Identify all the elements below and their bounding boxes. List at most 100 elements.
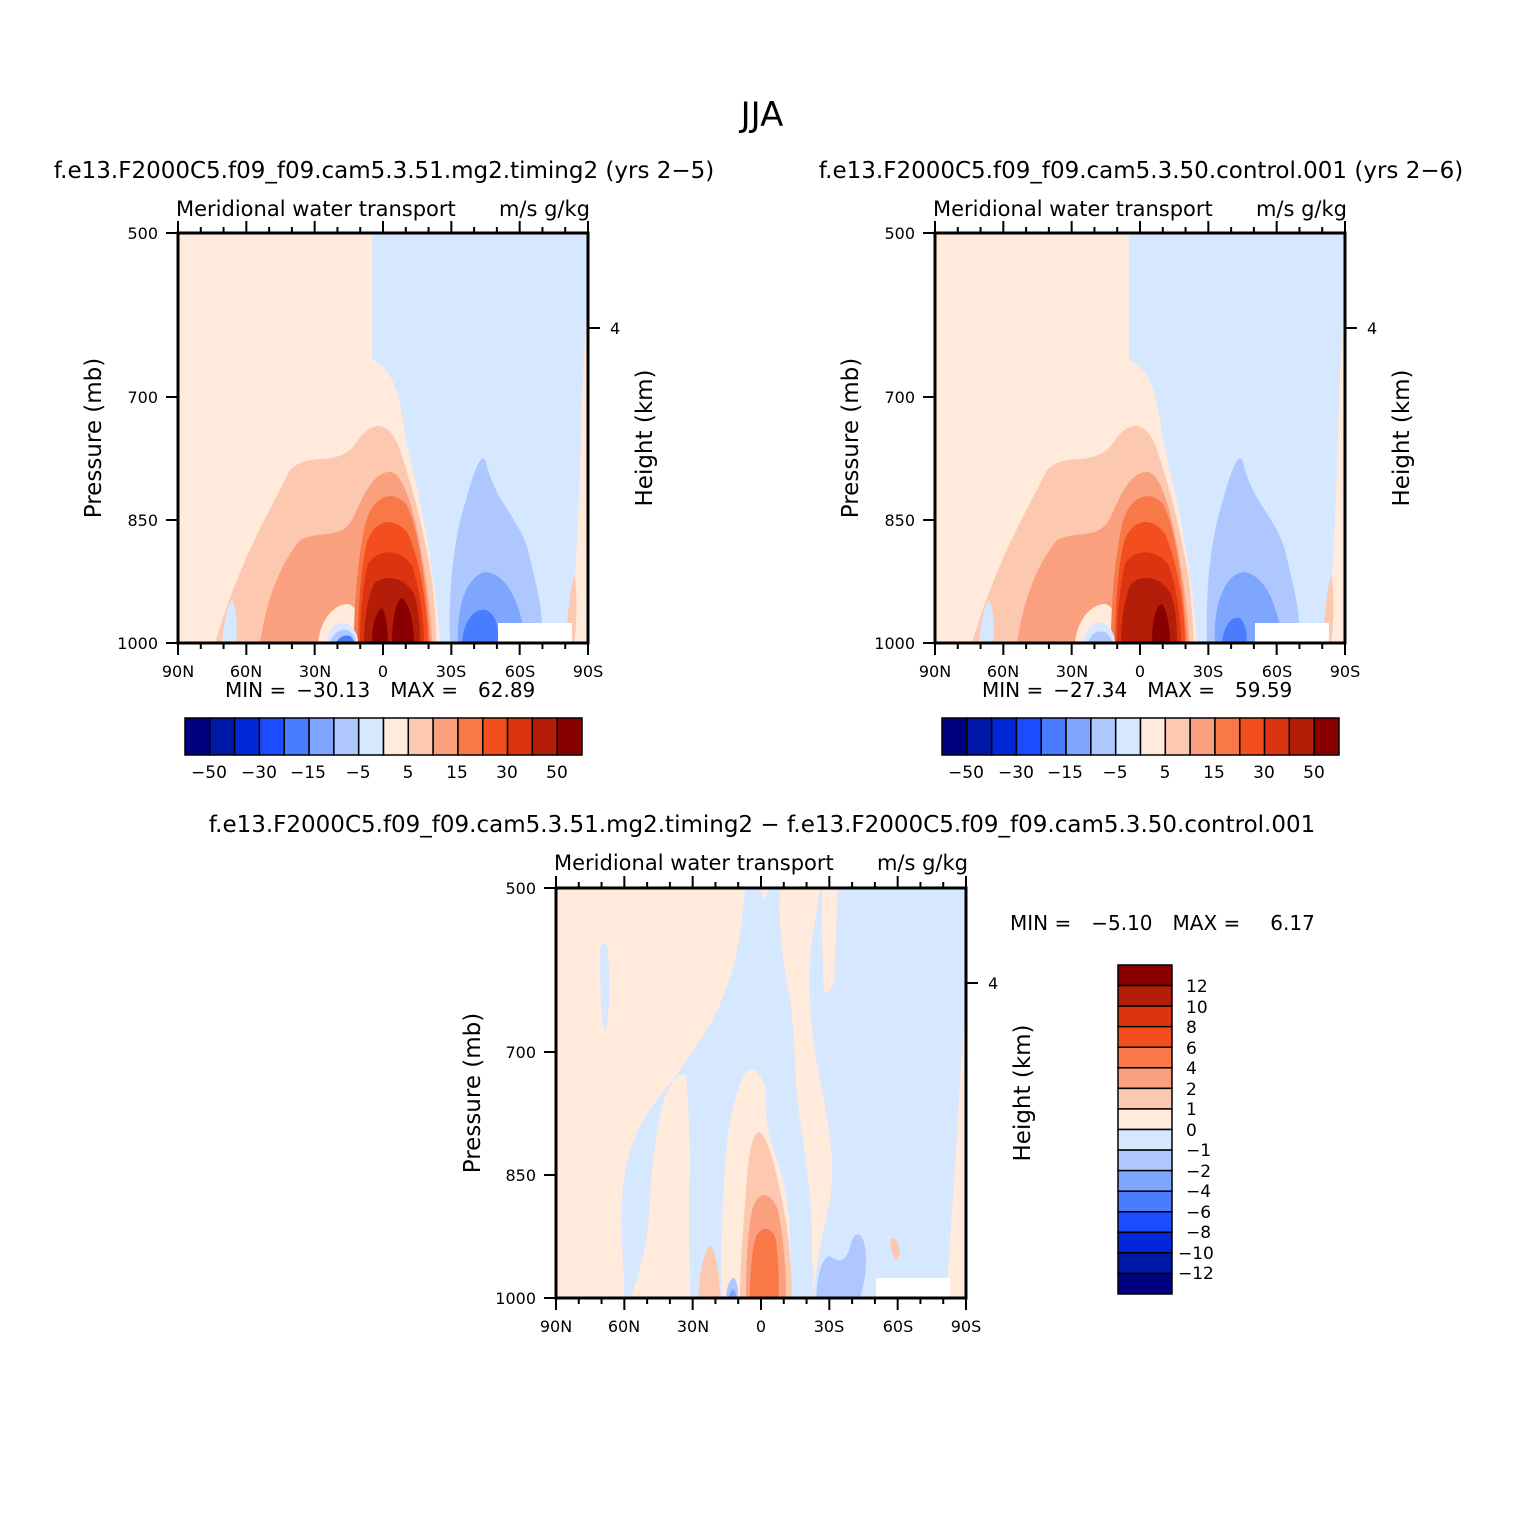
contour-level	[1152, 604, 1170, 643]
colorbar-box	[432, 717, 459, 756]
min-max-readout: MIN = −27.34 MAX = 59.59	[982, 678, 1292, 702]
y-tick-label: 700	[505, 1043, 536, 1062]
contour-level	[816, 1234, 866, 1298]
colorbar-box	[184, 717, 211, 756]
min-label: MIN =	[225, 678, 286, 702]
y-axis: 500 700 850 1000 Pressure (mb)	[838, 224, 915, 653]
contour-level	[1222, 617, 1247, 643]
y-axis-label: Pressure (mb)	[81, 358, 107, 518]
colorbar-label: −2	[1186, 1162, 1211, 1182]
colorbar-label: 1	[1186, 1100, 1197, 1120]
x-tick-label: 0	[756, 1317, 766, 1336]
contour-level	[822, 888, 838, 993]
tick-marks	[544, 876, 967, 1310]
x-tick-label: 60S	[883, 1317, 914, 1336]
missing-data-region	[1255, 623, 1329, 643]
colorbar-box	[457, 717, 484, 756]
colorbar-box	[1117, 984, 1173, 1007]
colorbar-box	[283, 717, 310, 756]
min-max-readout: MIN = −30.13 MAX = 62.89	[225, 678, 535, 702]
colorbar-label: 50	[1303, 763, 1325, 783]
colorbar-label: 6	[1186, 1039, 1197, 1059]
colorbar-label: −30	[241, 763, 277, 783]
colorbar	[184, 717, 583, 756]
colorbar-box	[1117, 964, 1173, 987]
x-tick-label: 30S	[1193, 662, 1224, 681]
colorbar-box	[1263, 717, 1291, 756]
colorbar-label: −12	[1178, 1264, 1214, 1284]
colorbar-box	[333, 717, 360, 756]
units-label: m/s g/kg	[1256, 197, 1347, 221]
y-tick-label: 850	[127, 511, 158, 530]
colorbar-label: 2	[1186, 1080, 1197, 1100]
x-tick-label: 60N	[230, 662, 262, 681]
colorbar	[1117, 964, 1173, 1295]
max-value: 62.89	[478, 678, 535, 702]
y-tick-label: 500	[505, 879, 536, 898]
colorbar-box	[1117, 1108, 1173, 1131]
contour-level	[809, 888, 966, 1298]
panel-timing2: f.e13.F2000C5.f09_f09.cam5.3.51.mg2.timi…	[54, 158, 715, 783]
colorbar-label: 5	[1160, 763, 1171, 783]
colorbar-box	[1065, 717, 1092, 756]
colorbar-box	[990, 717, 1018, 756]
colorbar-label: −1	[1186, 1141, 1211, 1161]
colorbar-label: 15	[446, 763, 468, 783]
colorbar-box	[1313, 717, 1340, 756]
units-label: m/s g/kg	[877, 851, 968, 875]
panel-title: f.e13.F2000C5.f09_f09.cam5.3.51.mg2.timi…	[209, 812, 1316, 838]
colorbar-box	[506, 717, 534, 756]
contour-level	[1327, 300, 1345, 643]
y-axis-right: 4 Height (km)	[588, 319, 658, 507]
min-max-readout: MIN = −5.10 MAX = 6.17	[1010, 911, 1315, 935]
colorbar-box	[209, 717, 236, 756]
y-tick-label: 700	[127, 388, 158, 407]
colorbar-box	[1015, 717, 1042, 756]
panel-control: f.e13.F2000C5.f09_f09.cam5.3.50.control.…	[819, 158, 1463, 783]
colorbar-label: −10	[1178, 1244, 1214, 1264]
y-axis-label: Pressure (mb)	[460, 1013, 486, 1173]
y-tick-label: 850	[505, 1166, 536, 1185]
variable-label: Meridional water transport	[176, 197, 456, 221]
units-label: m/s g/kg	[499, 197, 590, 221]
colorbar-box	[482, 717, 509, 756]
y-right-axis-label: Height (km)	[1010, 1024, 1036, 1161]
contour-level	[372, 233, 588, 643]
x-tick-label: 30N	[1056, 662, 1088, 681]
y-right-axis-label: Height (km)	[1389, 369, 1415, 506]
x-tick-label: 90N	[919, 662, 951, 681]
colorbar-label: 10	[1186, 998, 1208, 1018]
colorbar-label: 0	[1186, 1121, 1197, 1141]
colorbar-label: −50	[948, 763, 984, 783]
colorbar-box	[1117, 1272, 1173, 1295]
min-label: MIN =	[1010, 911, 1071, 935]
y-right-axis-label: Height (km)	[632, 369, 658, 506]
x-tick-label: 90S	[951, 1317, 982, 1336]
colorbar-box	[556, 717, 583, 756]
x-axis: 90N 60N 30N 0 30S 60S 90S	[540, 1317, 981, 1336]
contour-level	[222, 600, 237, 643]
contour-level	[1088, 631, 1112, 643]
contour-fill	[556, 888, 966, 1298]
panel-title: f.e13.F2000C5.f09_f09.cam5.3.50.control.…	[819, 158, 1463, 184]
colorbar-box	[1117, 1211, 1173, 1234]
colorbar-box	[1164, 717, 1191, 756]
colorbar-box	[1117, 1046, 1173, 1069]
x-tick-label: 30S	[436, 662, 467, 681]
x-tick-label: 0	[1135, 662, 1145, 681]
y-axis: 500 700 850 1000 Pressure (mb)	[460, 879, 536, 1308]
x-tick-label: 30N	[299, 662, 331, 681]
missing-data-region	[876, 1278, 950, 1298]
x-tick-label: 30N	[677, 1317, 709, 1336]
colorbar-label: 8	[1186, 1018, 1197, 1038]
colorbar-label: −15	[1047, 763, 1083, 783]
contour-fill	[178, 233, 588, 643]
min-value: −5.10	[1091, 911, 1152, 935]
y-right-tick-label: 4	[1367, 319, 1377, 338]
colorbar-box	[1117, 1169, 1173, 1192]
x-axis: 90N 60N 30N 0 30S 60S 90S	[162, 662, 603, 681]
contour-level	[698, 1246, 720, 1298]
colorbar-label: 30	[496, 763, 518, 783]
colorbar-label: −15	[290, 763, 326, 783]
